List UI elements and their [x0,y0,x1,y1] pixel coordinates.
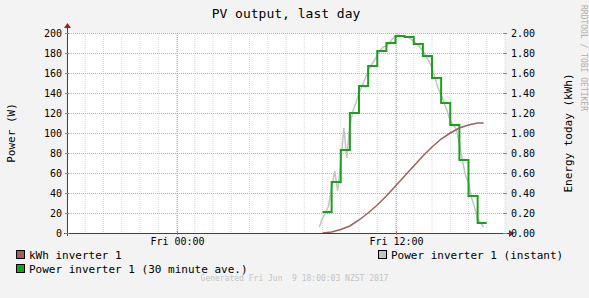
legend-swatch [17,265,25,273]
grid [67,33,505,234]
y-tick-label: 0 [56,228,62,239]
tick [503,213,507,214]
tick [65,73,69,74]
tick [65,193,69,194]
tick [503,193,507,194]
y2-tick-label: 0.60 [511,168,535,179]
tick [65,93,69,94]
grid-line [67,113,505,114]
data [319,35,486,233]
tick [65,53,69,54]
y-tick-label: 100 [44,128,62,139]
minor-grid [322,33,323,233]
series-line [323,123,484,233]
y2-tick-label: 0.20 [511,208,535,219]
tick [177,231,178,235]
y-tick-label: 120 [44,108,62,119]
y2-tick-label: 1.60 [511,68,535,79]
tick [503,173,507,174]
tick [503,93,507,94]
credit: RRDTOOL / TOBI OETIKER [579,5,588,111]
y-tick-label: 60 [50,168,62,179]
y2-tick-label: 1.00 [511,128,535,139]
background [0,0,589,298]
legend-label: kWh inverter 1 [29,249,122,262]
y-tick-label: 200 [44,28,62,39]
y-axis [67,28,68,236]
grid-line [67,93,505,94]
y-tick-label: 40 [50,188,62,199]
y2-tick-label: 1.40 [511,88,535,99]
tick [65,153,69,154]
legend-swatch [17,251,25,259]
chart: 0 20 40 60 80 100 120 140 160 180 200 0.00 0.20 0.40 0… [0,0,589,298]
legend-label: Power inverter 1 (30 minute ave.) [29,263,248,276]
grid-line [67,153,505,154]
y-tick-label: 80 [50,148,62,159]
x-tick-label: Fri 12:00 [369,236,423,247]
grid-line [67,173,505,174]
tick [503,133,507,134]
y2-tick-label: 1.80 [511,48,535,59]
tick [503,53,507,54]
grid-line [67,73,505,74]
tick [65,113,69,114]
axis-arrow [64,23,71,28]
y-tick-label: 20 [50,208,62,219]
tick [65,233,69,234]
title: PV output, last day [212,6,361,21]
y-tick-label: 180 [44,48,62,59]
tick [65,173,69,174]
grid-line [396,33,397,233]
axes: 0 20 40 60 80 100 120 140 160 180 200 0.00 0.20 0.40 0… [44,23,535,247]
y2-tick-label: 0.00 [511,228,535,239]
y2-tick-label: 0.80 [511,148,535,159]
y2-axis-label: Energy today (kWh) [562,73,575,192]
y2-tick-label: 1.20 [511,108,535,119]
tick [503,33,507,34]
tick [503,153,507,154]
series-line [323,36,487,223]
grid-line [67,133,505,134]
tick [65,33,69,34]
y-tick-label: 140 [44,88,62,99]
x-axis [64,233,509,234]
legend-swatch [379,251,387,259]
grid-line [67,193,505,194]
tick [503,113,507,114]
minor-grid [176,33,177,233]
y-axis-label: Power (W) [5,103,18,163]
tick [65,213,69,214]
y2-tick-label: 0.40 [511,188,535,199]
tick [65,133,69,134]
plot-area [67,33,505,233]
grid-line [67,213,505,214]
grid-line [67,53,505,54]
y2-tick-label: 2.00 [511,28,535,39]
legend-label: Power inverter 1 (instant) [391,249,563,262]
tick [503,73,507,74]
legend: kWh inverter 1 Power inverter 1 (instant)… [17,249,564,276]
minor-grid [468,33,469,233]
x-tick-label: Fri 00:00 [150,236,204,247]
tick [503,233,507,234]
y-tick-label: 160 [44,68,62,79]
grid-line [67,33,505,34]
tick [396,231,397,235]
